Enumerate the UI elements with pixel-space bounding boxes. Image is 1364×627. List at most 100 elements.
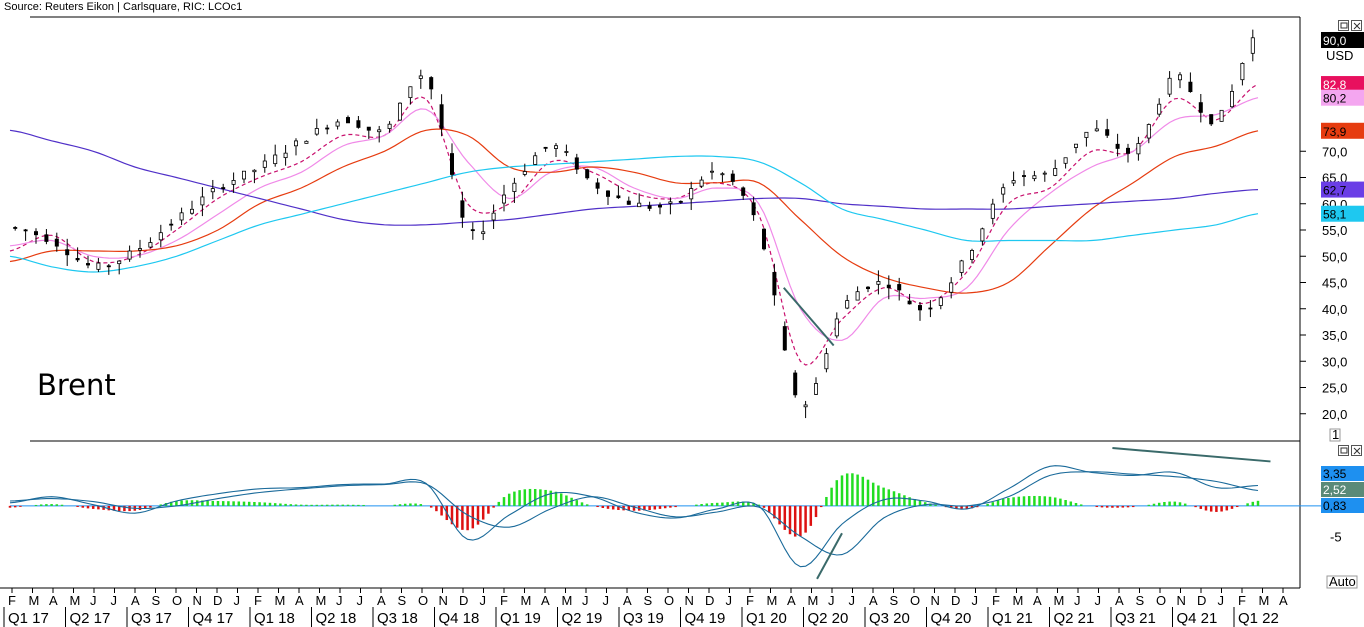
candle-body <box>803 404 808 408</box>
macd-line <box>9 465 1259 568</box>
month-label: D <box>459 593 468 608</box>
month-label: J <box>1095 593 1102 608</box>
quarter-label: Q3 17 <box>131 610 172 627</box>
one-box <box>1329 428 1341 442</box>
value-box <box>1321 76 1364 93</box>
candle-body <box>699 179 704 187</box>
candle-body <box>1136 143 1141 155</box>
candle-body <box>585 169 590 179</box>
quarter-label: Q3 21 <box>1115 610 1156 627</box>
candle-body <box>314 128 319 135</box>
month-label: S <box>152 593 161 608</box>
candle-body <box>928 307 933 310</box>
candle-body <box>137 248 142 251</box>
month-label: N <box>193 593 202 608</box>
candle-body <box>335 121 340 127</box>
month-label: S <box>890 593 899 608</box>
candle-body <box>65 249 70 256</box>
restore-icon[interactable] <box>1338 20 1349 31</box>
quarter-label: Q2 18 <box>316 610 357 627</box>
value-box <box>1321 181 1364 198</box>
auto-box <box>1326 575 1358 589</box>
candle-body <box>345 117 350 124</box>
month-label: A <box>49 593 58 608</box>
candle-body <box>1032 175 1037 180</box>
candle-body <box>814 383 819 395</box>
trend-line <box>783 287 835 347</box>
month-label: M <box>29 593 40 608</box>
candle-body <box>533 155 538 165</box>
candle-body <box>356 120 361 128</box>
price-tick-label: 25,0 <box>1322 381 1347 396</box>
candle-body <box>54 238 59 247</box>
candle-body <box>730 173 735 182</box>
month-label: A <box>541 593 550 608</box>
quarter-label: Q1 22 <box>1238 610 1279 627</box>
candle-body <box>13 227 18 229</box>
value-box-label: 73,9 <box>1323 125 1347 139</box>
candle-body <box>1240 63 1245 81</box>
month-label: A <box>787 593 796 608</box>
price-tick-label: 35,0 <box>1322 328 1347 343</box>
candle-body <box>938 297 943 306</box>
candle-body <box>210 188 215 193</box>
candle-body <box>616 195 621 199</box>
month-label: M <box>70 593 81 608</box>
candle-body <box>886 284 891 289</box>
macd-tick-label: -5 <box>1330 529 1342 544</box>
close-icon[interactable] <box>1351 20 1362 31</box>
candle-body <box>1105 129 1110 136</box>
month-label: A <box>377 593 386 608</box>
candle-body <box>543 146 548 149</box>
month-label: S <box>398 593 407 608</box>
candle-body <box>522 171 527 175</box>
macd-restore-icon[interactable] <box>1338 445 1349 456</box>
candle-body <box>793 372 798 396</box>
month-label: M <box>1013 593 1024 608</box>
candle-body <box>179 212 184 221</box>
macd-close-icon[interactable] <box>1351 445 1362 456</box>
month-label: O <box>172 593 182 608</box>
macd-value-label: 2,52 <box>1323 483 1347 497</box>
value-box <box>1321 89 1364 106</box>
macd-trend-down <box>1112 447 1271 463</box>
series-line-ema-fast <box>9 83 1259 366</box>
candle-body <box>304 140 309 144</box>
candle-body <box>1250 37 1255 54</box>
candle-body <box>824 353 829 370</box>
quarter-label: Q4 17 <box>193 610 234 627</box>
quarter-label: Q1 19 <box>500 610 541 627</box>
month-label: M <box>767 593 778 608</box>
quarter-label: Q4 20 <box>931 610 972 627</box>
month-label: M <box>275 593 286 608</box>
candle-body <box>595 182 600 189</box>
currency-label: USD <box>1326 48 1353 63</box>
value-box-label: 90,0 <box>1323 34 1347 48</box>
candle-body <box>907 300 912 305</box>
month-label: N <box>439 593 448 608</box>
candle-body <box>429 77 434 90</box>
candle-body <box>1001 187 1006 195</box>
chart-title: Brent <box>37 368 116 402</box>
candle-body <box>1115 143 1120 149</box>
candle-body <box>189 208 194 214</box>
month-label: J <box>972 593 979 608</box>
candle-body <box>990 203 995 219</box>
auto-label: Auto <box>1329 574 1356 589</box>
month-label: D <box>705 593 714 608</box>
quarter-label: Q1 21 <box>992 610 1033 627</box>
candle-body <box>762 228 767 250</box>
month-label: F <box>500 593 508 608</box>
candle-body <box>845 300 850 309</box>
month-label: J <box>111 593 118 608</box>
candle-body <box>34 231 39 236</box>
candle-body <box>876 281 881 285</box>
month-label: M <box>808 593 819 608</box>
candle-body <box>1230 91 1235 108</box>
month-label: D <box>213 593 222 608</box>
candle-body <box>1198 102 1203 113</box>
candle-body <box>1219 109 1224 122</box>
candle-body <box>148 242 153 248</box>
month-label: A <box>869 593 878 608</box>
month-label: J <box>336 593 343 608</box>
